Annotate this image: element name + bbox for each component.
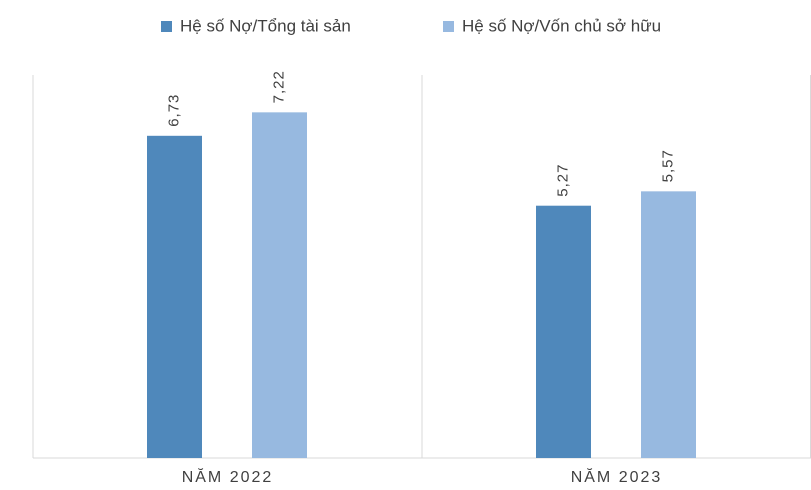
bar [147, 135, 202, 458]
data-label: 5,57 [659, 149, 676, 182]
x-tick-label: NĂM 2022 [182, 467, 274, 486]
legend-label: Hệ số Nợ/Vốn chủ sở hữu [462, 16, 661, 35]
bar [641, 191, 696, 458]
legend-swatch [161, 21, 172, 32]
legend-label: Hệ số Nợ/Tổng tài sản [180, 16, 351, 35]
data-label: 5,27 [554, 163, 571, 196]
legend-swatch [443, 21, 454, 32]
data-label: 7,22 [270, 70, 287, 103]
data-label: 6,73 [165, 94, 182, 127]
x-tick-label: NĂM 2023 [571, 467, 663, 486]
bar [252, 112, 307, 458]
bar [536, 205, 591, 458]
